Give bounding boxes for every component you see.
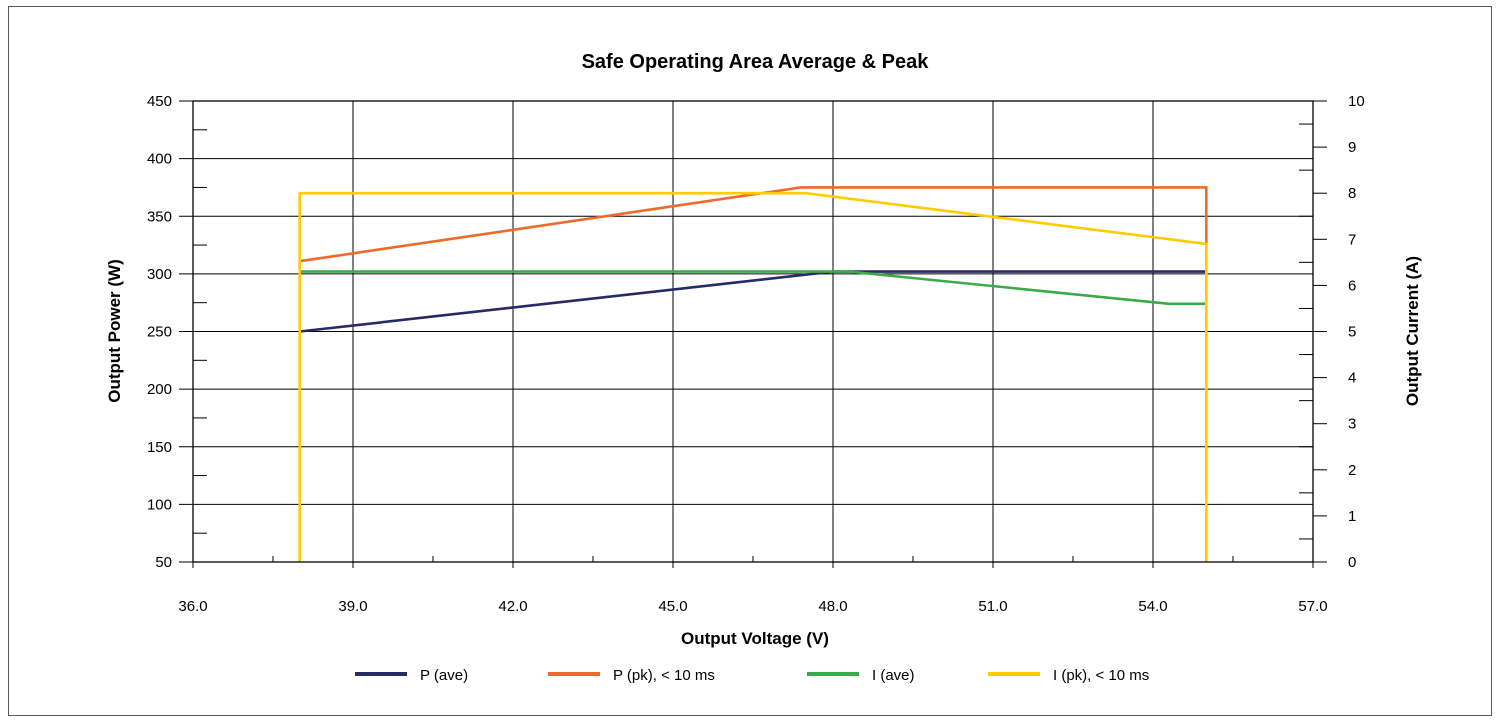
plot-area-border bbox=[192, 100, 1314, 563]
y-tick-label: 200 bbox=[147, 381, 172, 398]
series-line-3 bbox=[298, 191, 1208, 562]
grid-layer bbox=[193, 101, 1313, 562]
y-tick-label: 350 bbox=[147, 208, 172, 225]
y2-tick-label: 1 bbox=[1348, 508, 1356, 525]
y-tick-label: 100 bbox=[147, 496, 172, 513]
ticks-layer: 36.0 39.0 42.0 45.0 48.0 51.0 54.0 57.050100150… bbox=[147, 93, 1365, 615]
legend-label-1: P (pk), < 10 ms bbox=[613, 667, 715, 684]
x-tick-label: 45.0 bbox=[658, 598, 687, 615]
x-tick-label: 36.0 bbox=[178, 598, 207, 615]
x-tick-label: 57.0 bbox=[1298, 598, 1327, 615]
y2-tick-label: 2 bbox=[1348, 462, 1356, 479]
x-tick-label: 48.0 bbox=[818, 598, 847, 615]
legend-label-0: P (ave) bbox=[420, 667, 468, 684]
y2-tick-label: 7 bbox=[1348, 231, 1356, 248]
series-line-0 bbox=[299, 270, 1207, 333]
y2-tick-label: 8 bbox=[1348, 185, 1356, 202]
y2-tick-label: 10 bbox=[1348, 93, 1365, 110]
y-tick-label: 400 bbox=[147, 151, 172, 168]
y-tick-label: 300 bbox=[147, 266, 172, 283]
chart-frame bbox=[8, 6, 1492, 716]
y2-tick-label: 4 bbox=[1348, 370, 1356, 387]
y-tick-label: 250 bbox=[147, 324, 172, 341]
x-axis-label: Output Voltage (V) bbox=[681, 629, 829, 648]
series-line-1 bbox=[299, 186, 1208, 263]
y2-tick-label: 3 bbox=[1348, 416, 1356, 433]
legend-label-2: I (ave) bbox=[872, 667, 915, 684]
x-tick-label: 42.0 bbox=[498, 598, 527, 615]
x-tick-label: 39.0 bbox=[338, 598, 367, 615]
legend: P (ave) P (pk), < 10 ms I (ave) I (pk), < 1… bbox=[355, 667, 1149, 684]
y2-tick-label: 6 bbox=[1348, 277, 1356, 294]
chart-title: Safe Operating Area Average & Peak bbox=[582, 51, 930, 73]
series-line-2 bbox=[299, 270, 1207, 306]
y2-axis-label: Output Current (A) bbox=[1403, 256, 1422, 406]
y-tick-label: 50 bbox=[155, 554, 172, 571]
y-tick-label: 450 bbox=[147, 93, 172, 110]
legend-label-3: I (pk), < 10 ms bbox=[1053, 667, 1149, 684]
y-axis-label: Output Power (W) bbox=[105, 259, 124, 403]
y2-tick-label: 5 bbox=[1348, 324, 1356, 341]
y2-tick-label: 9 bbox=[1348, 139, 1356, 156]
x-tick-label: 54.0 bbox=[1138, 598, 1167, 615]
series-layer bbox=[298, 186, 1208, 562]
y2-tick-label: 0 bbox=[1348, 554, 1356, 571]
x-tick-label: 51.0 bbox=[978, 598, 1007, 615]
y-tick-label: 150 bbox=[147, 439, 172, 456]
